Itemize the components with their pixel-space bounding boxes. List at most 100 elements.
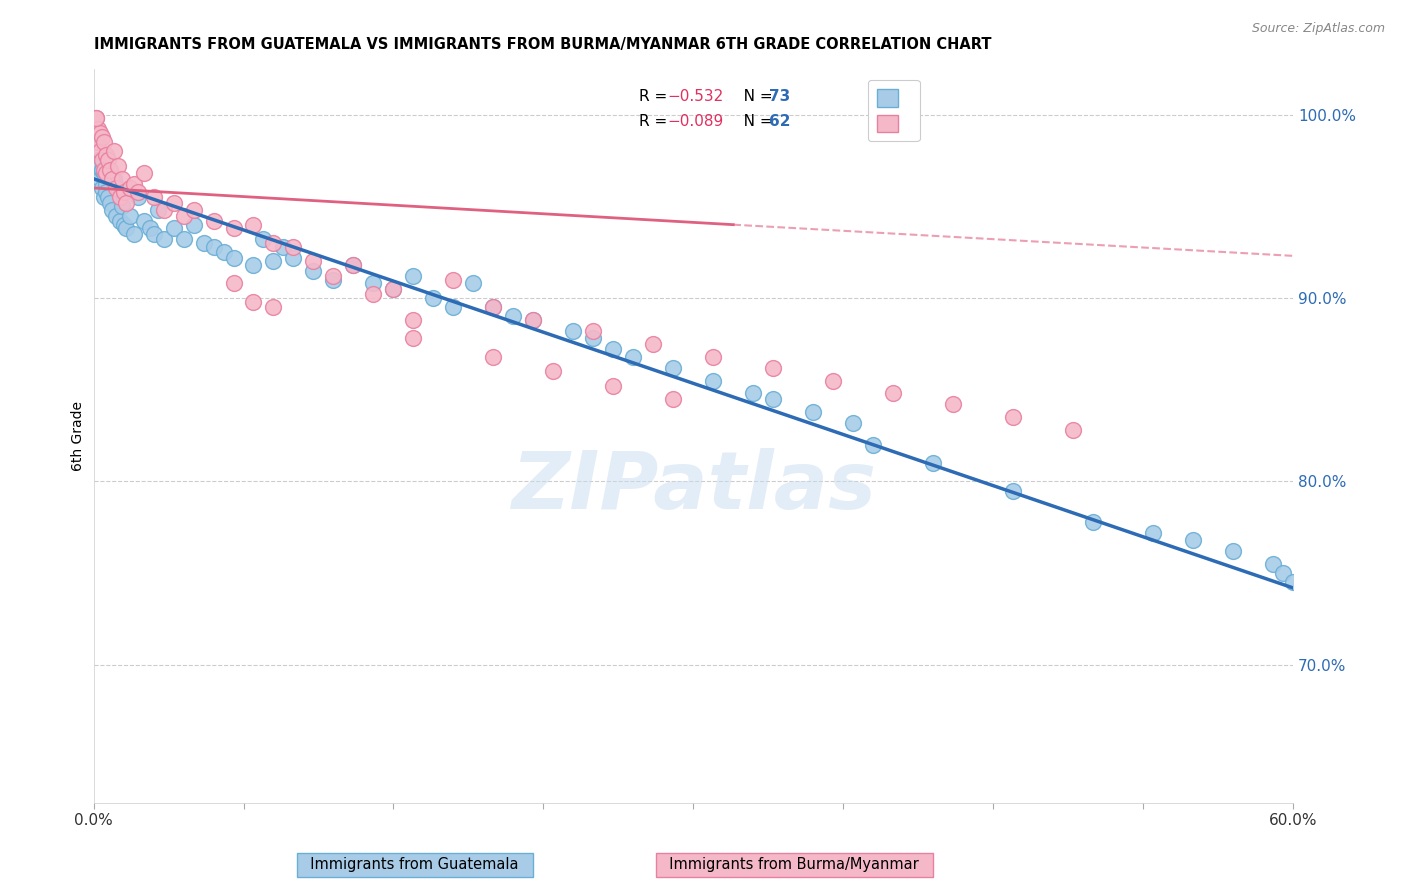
Point (93, 190, 115, 204)
Point (90, 129, 112, 144)
Point (363, 287, 385, 301)
Point (242, 294, 264, 309)
Point (193, 235, 215, 250)
Point (202, 214, 225, 228)
Text: −0.089: −0.089 (666, 114, 723, 129)
Point (222, 251, 245, 265)
Point (762, 392, 785, 406)
Point (1081, 515, 1104, 529)
Point (90, 162, 112, 177)
Point (1222, 544, 1244, 558)
Point (302, 263, 325, 277)
Point (94, 178, 117, 192)
Point (662, 360, 685, 375)
Point (801, 405, 824, 419)
Point (842, 416, 865, 430)
Point (402, 313, 425, 327)
Point (1062, 423, 1084, 437)
Point (108, 214, 131, 228)
Point (263, 235, 285, 250)
Point (94, 166, 117, 180)
Point (110, 171, 132, 186)
Point (322, 273, 344, 287)
Point (183, 218, 205, 232)
Point (98, 162, 121, 177)
Point (283, 240, 305, 254)
Point (342, 258, 364, 272)
Point (98, 195, 121, 210)
Point (122, 178, 145, 192)
Text: R =: R = (640, 114, 672, 129)
Point (138, 221, 160, 235)
Point (107, 159, 129, 173)
Point (152, 232, 174, 246)
Point (742, 386, 765, 401)
Point (643, 337, 665, 351)
Point (762, 360, 785, 375)
Point (602, 379, 624, 393)
Point (162, 195, 184, 210)
Text: R =: R = (640, 89, 672, 104)
Point (114, 195, 136, 210)
Point (502, 310, 524, 324)
Legend: , : , (868, 80, 920, 141)
Point (103, 145, 125, 159)
Point (702, 374, 724, 388)
Point (118, 181, 141, 195)
Text: N =: N = (730, 89, 778, 104)
Point (142, 227, 165, 241)
Point (110, 199, 132, 213)
Point (89, 126, 111, 140)
Point (146, 202, 169, 217)
Point (562, 324, 585, 338)
Point (302, 254, 325, 268)
Point (482, 300, 505, 314)
Text: Source: ZipAtlas.com: Source: ZipAtlas.com (1251, 22, 1385, 36)
Point (132, 166, 155, 180)
Y-axis label: 6th Grade: 6th Grade (72, 401, 86, 471)
Point (97, 190, 120, 204)
Point (522, 313, 544, 327)
Point (93, 162, 115, 177)
Point (942, 397, 965, 411)
Point (252, 232, 274, 246)
Point (127, 185, 149, 199)
Point (1142, 525, 1164, 540)
Point (108, 190, 131, 204)
Point (222, 221, 245, 235)
Point (93, 135, 115, 149)
Point (1182, 533, 1205, 548)
Text: Immigrants from Guatemala: Immigrants from Guatemala (301, 857, 529, 872)
Point (84, 112, 107, 126)
Point (242, 218, 264, 232)
Point (89, 145, 111, 159)
Point (1002, 483, 1025, 498)
Point (114, 221, 136, 235)
Point (463, 277, 485, 291)
Text: Immigrants from Burma/Myanmar: Immigrants from Burma/Myanmar (661, 857, 928, 872)
Text: IMMIGRANTS FROM GUATEMALA VS IMMIGRANTS FROM BURMA/MYANMAR 6TH GRADE CORRELATION: IMMIGRANTS FROM GUATEMALA VS IMMIGRANTS … (94, 37, 991, 53)
Point (621, 350, 644, 364)
Point (441, 273, 464, 287)
Point (104, 209, 127, 223)
Point (86, 166, 108, 180)
Point (363, 277, 385, 291)
Point (127, 190, 149, 204)
Point (90, 153, 112, 168)
Point (263, 300, 285, 314)
Text: −0.532: −0.532 (666, 89, 723, 104)
Point (402, 268, 425, 283)
Point (273, 240, 295, 254)
Point (118, 209, 141, 223)
Point (242, 258, 264, 272)
Point (104, 181, 127, 195)
Point (582, 331, 605, 345)
Point (582, 324, 605, 338)
Point (100, 171, 122, 186)
Point (402, 331, 425, 345)
Point (112, 185, 135, 199)
Point (862, 438, 884, 452)
Point (84, 112, 107, 126)
Point (422, 291, 444, 305)
Point (94, 185, 117, 199)
